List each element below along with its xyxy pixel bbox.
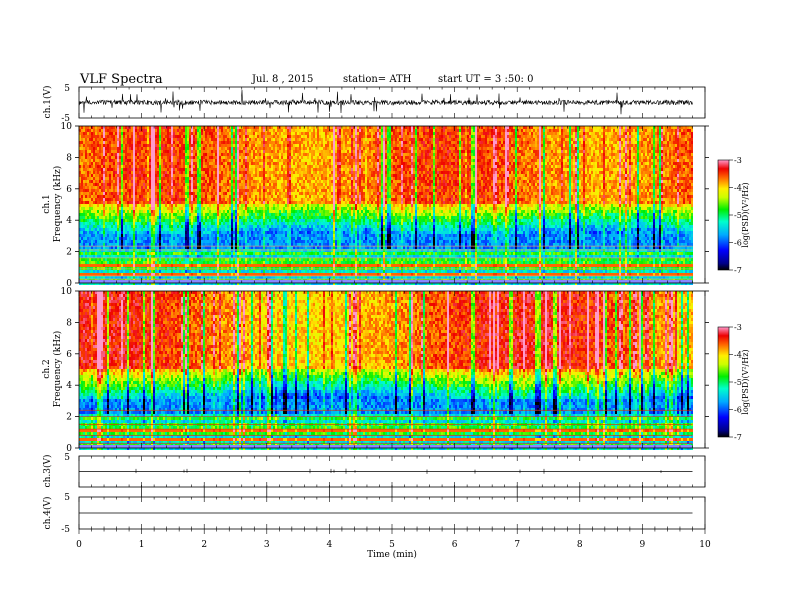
frequency-tick-label: 4: [66, 381, 72, 391]
ch1-waveform-trace: [79, 90, 693, 114]
ch1-spectrogram-channel-label: ch.1: [42, 194, 52, 213]
colorbar-tick-label: -3: [734, 323, 742, 332]
frequency-tick-label: 10: [61, 122, 73, 132]
ch1-colorbar-ramp: [718, 160, 729, 270]
time-tick-label: 4: [327, 540, 333, 550]
ch2-colorbar: -3-4-5-6-7 log(PSD)(V²/Hz): [718, 323, 750, 442]
frequency-tick-label: 10: [61, 287, 73, 297]
ch1-colorbar-ticks: -3-4-5-6-7: [729, 156, 742, 275]
frequency-tick-label: 6: [66, 350, 72, 360]
ch3-waveform-ylabel: ch.3(V): [42, 455, 53, 488]
ch2-spectrogram-ylabel: Frequency (kHz): [52, 331, 63, 408]
ch2-colorbar-ticks: -3-4-5-6-7: [729, 323, 742, 442]
time-tick-label: 3: [264, 540, 270, 550]
ch1-colorbar-label: log(PSD)(V²/Hz): [741, 182, 750, 247]
frequency-tick-label: 2: [66, 248, 72, 258]
start-time-label: start UT = 3 :50: 0: [438, 74, 533, 85]
ch1-ytick-top: 5: [64, 84, 70, 94]
ch1-waveform-ylabel: ch.1(V): [42, 86, 53, 119]
frequency-tick-label: 8: [66, 153, 72, 163]
frequency-tick-label: 4: [66, 216, 72, 226]
frequency-tick-label: 2: [66, 413, 72, 423]
ch3-ytick-top: 5: [64, 453, 70, 463]
time-tick-label: 10: [699, 540, 711, 550]
frequency-tick-label: 0: [66, 444, 72, 454]
time-tick-label: 9: [640, 540, 646, 550]
ch2-spectrogram: [79, 291, 693, 450]
ch2-colorbar-label: log(PSD)(V²/Hz): [741, 349, 750, 414]
chart-title: VLF Spectra: [79, 72, 163, 87]
colorbar-tick-label: -7: [734, 266, 742, 275]
ch2-colorbar-ramp: [718, 327, 729, 437]
ch1-spectrogram: [79, 126, 693, 285]
ch4-ytick-bottom: -5: [61, 525, 70, 535]
x-axis-label: Time (min): [367, 549, 417, 560]
vlf-spectra-figure: VLF Spectra Jul. 8 , 2015 station= ATH s…: [0, 0, 792, 612]
ch1-spectrogram-ylabel: Frequency (kHz): [52, 166, 63, 243]
station-label: station= ATH: [343, 74, 412, 85]
time-tick-label: 8: [577, 540, 583, 550]
colorbar-tick-label: -7: [734, 433, 742, 442]
ch4-ytick-top: 5: [64, 493, 70, 503]
time-tick-label: 7: [514, 540, 520, 550]
time-tick-label: 0: [76, 540, 82, 550]
colorbar-tick-label: -3: [734, 156, 742, 165]
ch2-spectrogram-channel-label: ch.2: [42, 359, 52, 378]
frequency-tick-label: 8: [66, 318, 72, 328]
frequency-tick-label: 6: [66, 185, 72, 195]
time-tick-label: 1: [139, 540, 145, 550]
time-tick-label: 2: [201, 540, 207, 550]
ch1-colorbar: -3-4-5-6-7 log(PSD)(V²/Hz): [718, 156, 750, 275]
date-label: Jul. 8 , 2015: [251, 74, 313, 85]
ch4-waveform-ylabel: ch.4(V): [42, 497, 53, 530]
time-tick-label: 6: [452, 540, 458, 550]
time-tick-label: 5: [389, 540, 395, 550]
